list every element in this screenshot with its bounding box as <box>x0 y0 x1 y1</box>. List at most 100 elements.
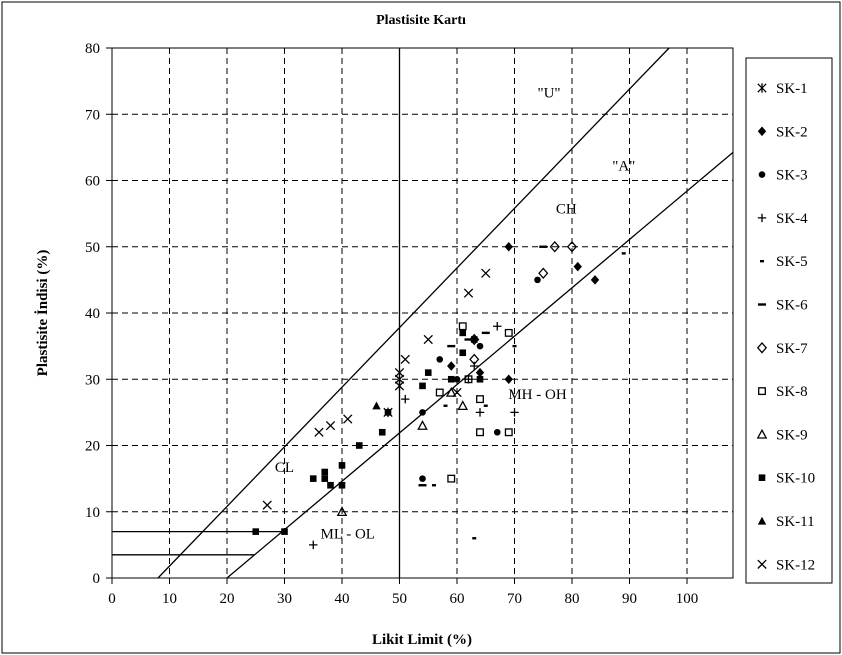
x-tick-label: 20 <box>220 591 235 607</box>
legend-label-sk-3: SK-3 <box>776 168 808 184</box>
y-tick-label: 30 <box>85 372 100 388</box>
point-sk-12 <box>452 387 462 398</box>
legend-marker-sk-3 <box>758 171 766 178</box>
legend: SK-1 SK-2 SK-3 SK-4 SK-5 SK-6 SK-7 SK-8 SK-9 SK-1… <box>756 81 815 573</box>
zone-label: CL <box>275 460 294 476</box>
y-tick-label: 20 <box>85 439 100 455</box>
point-sk-5 <box>472 537 477 540</box>
legend-marker-sk-10 <box>758 474 766 481</box>
point-sk-1 <box>394 381 405 391</box>
y-tick-label: 50 <box>85 240 100 256</box>
point-sk-10 <box>419 382 426 390</box>
chart-title: Plastisite Kartı <box>376 13 466 28</box>
point-sk-10 <box>338 462 346 469</box>
x-tick-label: 40 <box>335 591 350 607</box>
point-sk-5 <box>443 404 448 407</box>
point-sk-2 <box>447 361 456 371</box>
y-tick-label: 0 <box>93 571 101 587</box>
point-sk-9 <box>445 386 457 397</box>
a-line <box>226 151 734 579</box>
legend-marker-sk-1 <box>757 83 767 93</box>
point-sk-6 <box>481 331 490 335</box>
point-sk-8 <box>476 395 484 404</box>
x-tick-label: 90 <box>622 591 637 607</box>
grid-lines <box>112 48 733 578</box>
point-sk-6 <box>447 344 456 348</box>
legend-marker-sk-2 <box>757 126 767 137</box>
point-sk-10 <box>476 375 484 383</box>
x-tick-label: 60 <box>450 591 465 607</box>
x-tick-label: 10 <box>162 591 177 607</box>
point-sk-3 <box>436 356 444 363</box>
point-sk-10 <box>470 336 478 343</box>
point-sk-10 <box>309 475 317 482</box>
point-sk-12 <box>400 354 410 365</box>
point-sk-10 <box>355 442 363 449</box>
point-sk-12 <box>325 420 336 431</box>
data-points <box>252 240 626 550</box>
legend-marker-sk-9 <box>756 428 768 439</box>
x-tick-label: 70 <box>507 591 522 607</box>
zone-labels: "U" "A" CH MH - OH CL ML - OL <box>275 86 635 543</box>
legend-marker-sk-12 <box>757 559 767 569</box>
legend-label-sk-8: SK-8 <box>776 384 808 400</box>
point-sk-8 <box>464 375 473 384</box>
point-sk-4 <box>309 540 318 550</box>
axis-ticks: 0 10 20 30 40 50 60 70 80 90 100 0 10 20 30 40 50 60 70 80 <box>85 41 698 607</box>
point-sk-4 <box>493 322 502 331</box>
point-sk-9 <box>457 400 469 410</box>
point-sk-2 <box>504 374 513 385</box>
x-axis-title: Likit Limit (%) <box>372 632 472 648</box>
zone-label: CH <box>556 202 577 218</box>
x-tick-label: 50 <box>392 591 407 607</box>
point-sk-2 <box>590 275 600 285</box>
point-sk-12 <box>481 268 491 278</box>
point-sk-10 <box>447 375 455 383</box>
point-sk-8 <box>458 322 467 331</box>
point-sk-10 <box>384 409 392 416</box>
point-sk-3 <box>419 409 426 416</box>
point-sk-8 <box>447 474 456 483</box>
point-sk-11 <box>372 401 381 410</box>
legend-label-sk-10: SK-10 <box>776 471 815 487</box>
legend-marker-sk-6 <box>758 303 766 306</box>
legend-label-sk-6: SK-6 <box>776 298 808 314</box>
zone-label: MH - OH <box>508 387 566 403</box>
point-sk-5 <box>483 404 488 407</box>
legend-label-sk-5: SK-5 <box>776 254 808 270</box>
point-sk-2 <box>573 261 582 272</box>
y-tick-label: 60 <box>85 174 100 190</box>
point-sk-10 <box>281 528 288 535</box>
legend-box <box>745 57 833 584</box>
point-sk-12 <box>394 367 405 378</box>
point-sk-12 <box>423 334 433 345</box>
point-sk-10 <box>321 475 329 482</box>
point-sk-6 <box>464 338 473 341</box>
y-tick-label: 80 <box>85 41 100 57</box>
point-sk-8 <box>504 428 513 437</box>
u-line <box>157 47 670 579</box>
x-tick-label: 80 <box>565 591 580 607</box>
point-sk-3 <box>453 375 461 383</box>
zone-label: "A" <box>612 159 635 175</box>
y-axis-title: Plastisite İndisi (%) <box>34 250 51 377</box>
zone-label: ML - OL <box>321 526 375 542</box>
point-sk-8 <box>504 328 513 337</box>
point-sk-2 <box>475 367 485 378</box>
legend-label-sk-11: SK-11 <box>776 514 815 530</box>
point-sk-10 <box>459 349 467 357</box>
x-tick-label: 0 <box>108 591 116 607</box>
zone-label: "U" <box>537 86 560 102</box>
point-sk-10 <box>459 329 467 337</box>
point-sk-10 <box>252 528 260 535</box>
point-sk-10 <box>338 481 346 489</box>
x-tick-label: 100 <box>676 591 699 607</box>
point-sk-12 <box>343 414 353 424</box>
point-sk-5 <box>432 484 436 487</box>
point-sk-3 <box>534 276 541 284</box>
point-sk-6 <box>418 484 427 487</box>
point-sk-5 <box>512 344 517 348</box>
point-sk-2 <box>504 241 513 252</box>
point-sk-10 <box>321 468 329 476</box>
